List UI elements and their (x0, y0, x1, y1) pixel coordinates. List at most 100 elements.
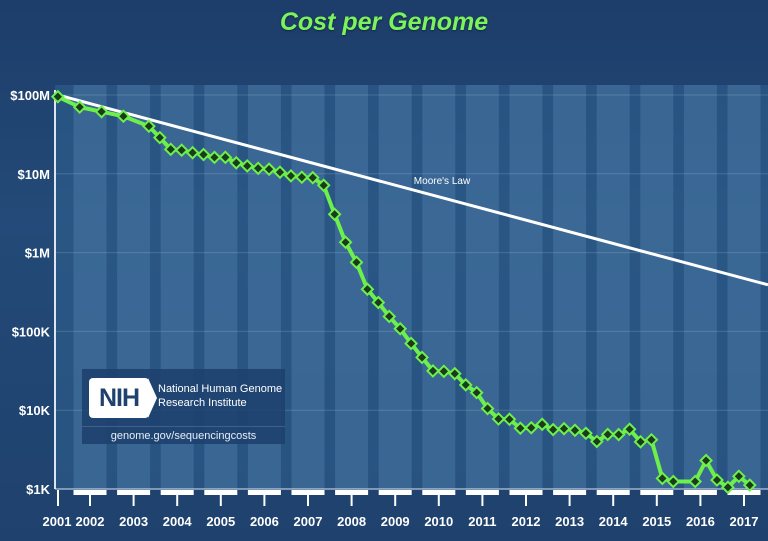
data-point (589, 434, 604, 449)
x-tick-label: 2007 (294, 514, 323, 529)
data-point (349, 255, 364, 270)
data-point (262, 162, 276, 177)
data-point (371, 295, 386, 310)
data-point (141, 119, 156, 134)
year-column (335, 85, 369, 489)
data-point (229, 155, 244, 170)
data-point (742, 478, 757, 493)
data-point (436, 364, 451, 379)
y-tick-label: $10M (17, 167, 50, 182)
x-tick-label: 2001 (43, 514, 72, 529)
year-column (640, 85, 674, 489)
data-point (251, 161, 266, 176)
data-point (557, 421, 571, 436)
data-point (185, 145, 200, 160)
data-point (294, 170, 309, 185)
nih-chevron-icon (148, 378, 157, 418)
data-point (731, 469, 746, 484)
data-point (611, 427, 626, 442)
data-point (72, 100, 87, 115)
nih-org-name: National Human Genome Research Institute (158, 383, 283, 409)
data-point (284, 168, 298, 183)
x-tick-label: 2006 (250, 514, 279, 529)
data-point (666, 474, 681, 489)
x-tick-label: 2012 (512, 514, 541, 529)
data-point (338, 235, 353, 250)
year-column (422, 85, 456, 489)
x-tick-label: 2011 (468, 514, 496, 529)
data-point (546, 422, 561, 437)
data-point (404, 336, 419, 351)
data-point (458, 377, 473, 392)
data-point (633, 434, 648, 449)
data-point (578, 426, 593, 441)
data-point (535, 417, 550, 432)
y-tick-label: $1K (26, 482, 50, 497)
year-column (465, 85, 499, 489)
data-point (207, 150, 222, 165)
y-tick-label: $10K (19, 403, 51, 418)
x-tick-label: 2017 (730, 514, 759, 529)
data-point (196, 147, 211, 162)
data-point (426, 364, 440, 378)
year-column (727, 85, 761, 489)
nih-legend-box: NIH National Human Genome Research Insti… (82, 369, 285, 444)
moores-law-line (57, 93, 768, 287)
y-tick-label: $100M (10, 88, 50, 103)
data-point (174, 143, 189, 158)
data-point (502, 412, 517, 427)
x-tick-label: 2013 (555, 514, 584, 529)
data-point (721, 480, 735, 495)
data-point (513, 421, 528, 436)
data-point (568, 423, 582, 438)
x-tick-label: 2008 (337, 514, 366, 529)
year-column (553, 85, 587, 489)
data-point (622, 422, 637, 437)
data-point (50, 89, 65, 104)
data-point (218, 150, 233, 165)
data-point (116, 109, 131, 124)
data-point (480, 401, 495, 416)
data-point (447, 366, 462, 381)
data-point (644, 432, 659, 447)
data-point (415, 350, 429, 365)
data-point (688, 474, 703, 489)
data-point (316, 178, 331, 193)
data-point (491, 412, 506, 426)
data-point (273, 165, 287, 180)
data-point (524, 420, 539, 435)
data-point (305, 170, 320, 185)
year-column (378, 85, 412, 489)
x-tick-label: 2010 (424, 514, 453, 529)
data-point (699, 453, 713, 468)
x-tick-label: 2009 (381, 514, 410, 529)
data-point (360, 282, 375, 297)
x-tick-label: 2015 (642, 514, 671, 529)
x-tick-label: 2016 (686, 514, 715, 529)
y-tick-label: $100K (12, 324, 51, 339)
data-point (327, 207, 342, 222)
year-column (596, 85, 630, 489)
x-tick-label: 2005 (206, 514, 235, 529)
data-point (710, 473, 724, 487)
data-point (600, 427, 615, 442)
y-tick-label: $1M (25, 246, 50, 261)
year-column (683, 85, 717, 489)
x-tick-label: 2002 (76, 514, 105, 529)
data-point (469, 385, 484, 400)
x-tick-label: 2014 (599, 514, 629, 529)
data-point (382, 309, 397, 324)
year-column (291, 85, 325, 489)
x-tick-label: 2004 (163, 514, 193, 529)
moores-law-label: Moore's Law (414, 176, 471, 187)
data-point (152, 130, 167, 145)
nih-logo: NIH (89, 378, 149, 418)
data-point (393, 321, 408, 336)
data-point (655, 471, 670, 486)
chart-title: Cost per Genome (279, 8, 489, 36)
source-url[interactable]: genome.gov/sequencingcosts (82, 426, 285, 442)
data-point (240, 159, 255, 173)
x-tick-label: 2003 (119, 514, 148, 529)
data-point (94, 104, 109, 119)
